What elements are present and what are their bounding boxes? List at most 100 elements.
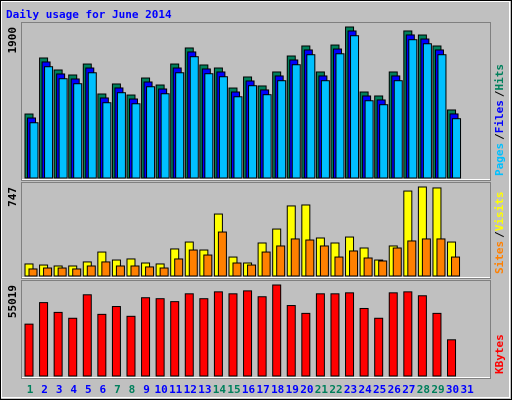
legend-entry: Hits [493, 64, 506, 91]
bar [188, 249, 198, 277]
bar [141, 297, 151, 377]
legend-separator: / [493, 133, 506, 140]
bar [319, 245, 329, 277]
x-tick-label: 20 [300, 383, 313, 396]
bar [218, 76, 228, 179]
x-tick-label: 19 [286, 383, 299, 396]
bar [146, 86, 156, 179]
legend-entry: Pages [493, 143, 506, 176]
legend: KBytes [493, 334, 506, 374]
bar [159, 267, 169, 277]
bar [261, 251, 271, 277]
x-tick-label: 17 [256, 383, 269, 396]
bar [184, 293, 194, 377]
bar [68, 317, 78, 377]
bar [111, 306, 121, 377]
x-tick-label: 6 [100, 383, 107, 396]
legend: Pages/Files/Hits [493, 64, 506, 176]
bar [130, 265, 140, 277]
chart-title: Daily usage for June 2014 [6, 8, 172, 21]
bar [86, 265, 96, 277]
bar [57, 267, 67, 277]
bar [204, 73, 214, 179]
legend: Sites /Visits [493, 192, 506, 275]
x-tick-label: 8 [129, 383, 136, 396]
bar [115, 265, 125, 277]
bar [330, 293, 340, 377]
bar [417, 295, 427, 377]
bar [199, 298, 209, 377]
bar [102, 102, 112, 179]
bar [272, 284, 282, 377]
x-tick-label: 29 [431, 383, 444, 396]
bar [203, 254, 213, 277]
bar [447, 339, 457, 377]
x-tick-label: 31 [460, 383, 474, 396]
legend-separator: / [493, 231, 506, 238]
bar [24, 323, 34, 377]
x-tick-label: 10 [155, 383, 168, 396]
x-tick-label: 9 [143, 383, 150, 396]
bar [291, 64, 301, 179]
bar [305, 239, 315, 277]
legend-entry: Files [493, 100, 506, 133]
x-tick-label: 14 [213, 383, 227, 396]
bar [301, 312, 311, 377]
bar [175, 72, 185, 179]
bar [248, 85, 258, 179]
x-tick-label: 27 [402, 383, 415, 396]
bar [228, 293, 238, 377]
bar [388, 292, 398, 377]
legend-entry: Sites [493, 241, 506, 274]
x-tick-label: 23 [344, 383, 357, 396]
bar [436, 238, 446, 277]
x-tick-label: 16 [242, 383, 256, 396]
bar [101, 261, 111, 277]
bar [277, 80, 287, 179]
bar [232, 262, 242, 277]
bar [320, 80, 330, 179]
x-tick-label: 4 [70, 383, 77, 396]
bar [290, 238, 300, 277]
bar [315, 293, 325, 377]
legend-separator: / [493, 90, 506, 97]
x-tick-label: 15 [227, 383, 240, 396]
bar [408, 39, 418, 179]
x-tick-label: 22 [329, 383, 342, 396]
x-tick-label: 12 [184, 383, 197, 396]
x-tick-label: 3 [56, 383, 63, 396]
bar [374, 317, 384, 377]
x-tick-label: 5 [85, 383, 92, 396]
x-tick-label: 7 [114, 383, 121, 396]
x-tick-label: 18 [271, 383, 284, 396]
y-tick-label: 55019 [6, 285, 19, 318]
bar [87, 72, 97, 179]
bar [349, 250, 359, 277]
bar [97, 313, 107, 377]
bar [217, 231, 227, 277]
bar [422, 43, 432, 179]
bar [257, 296, 267, 377]
bar [364, 100, 374, 179]
bar [345, 292, 355, 377]
bar [53, 311, 63, 377]
bar [306, 54, 316, 179]
bar [43, 267, 53, 277]
bar [213, 291, 223, 377]
y-tick-label: 747 [6, 187, 19, 207]
bar [131, 103, 141, 179]
bar [116, 92, 126, 179]
x-tick-label: 21 [315, 383, 329, 396]
bar [350, 35, 360, 179]
x-tick-label: 11 [169, 383, 183, 396]
bar [378, 260, 388, 277]
bar [262, 94, 272, 179]
bar [407, 240, 417, 277]
bar [189, 56, 199, 179]
bar [451, 256, 461, 277]
bar [363, 257, 373, 277]
bar [39, 302, 49, 377]
x-tick-label: 30 [446, 383, 459, 396]
bar [233, 96, 243, 179]
